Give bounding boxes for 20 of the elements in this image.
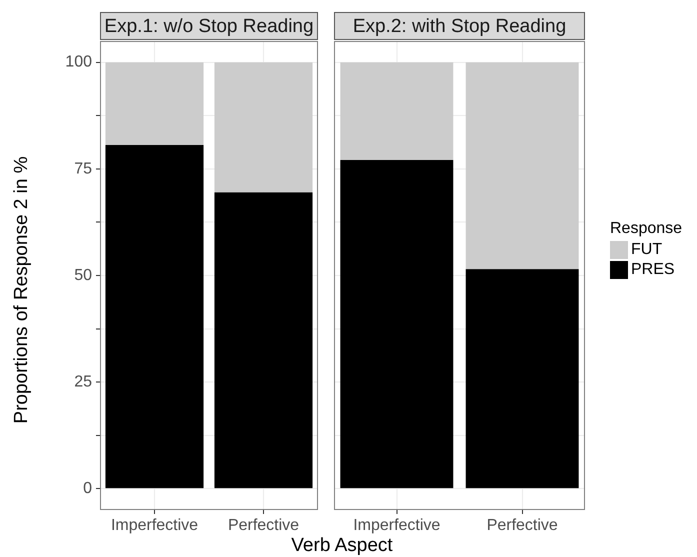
bar [214,62,313,192]
y-tick-label: 100 [65,54,92,71]
bar [105,62,204,146]
bar [105,145,204,488]
legend-label: PRES [631,261,675,279]
x-tick-label: Perfective [486,517,558,534]
x-tick-label: Imperfective [353,517,440,534]
legend-title: Response [610,220,682,238]
y-axis-title: Proportions of Response 2 in % [11,156,33,424]
x-tick-label: Perfective [228,517,300,534]
x-tick-label: Imperfective [110,517,198,534]
y-tick-label: 25 [74,373,92,390]
y-tick-label: 75 [74,160,92,178]
y-tick-label: 50 [74,266,92,284]
bar [214,192,313,488]
legend-label: FUT [631,241,662,259]
chart-title: Exp.2: with Stop Reading [334,12,585,40]
x-axis-title: Verb Aspect [291,535,393,557]
y-tick-label: 0 [83,480,92,498]
chart-title: Exp.1: w/o Stop Reading [100,12,318,40]
